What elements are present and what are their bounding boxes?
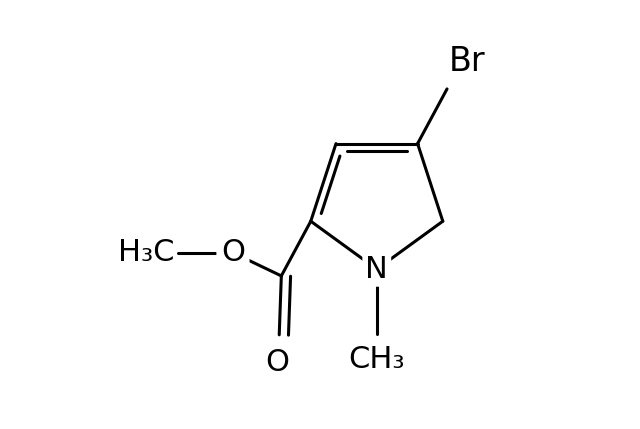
- Text: H₃C: H₃C: [118, 238, 174, 267]
- Text: Br: Br: [449, 45, 486, 79]
- Text: CH₃: CH₃: [349, 345, 405, 374]
- Text: O: O: [265, 348, 289, 377]
- Text: O: O: [221, 238, 245, 267]
- Text: N: N: [365, 255, 388, 284]
